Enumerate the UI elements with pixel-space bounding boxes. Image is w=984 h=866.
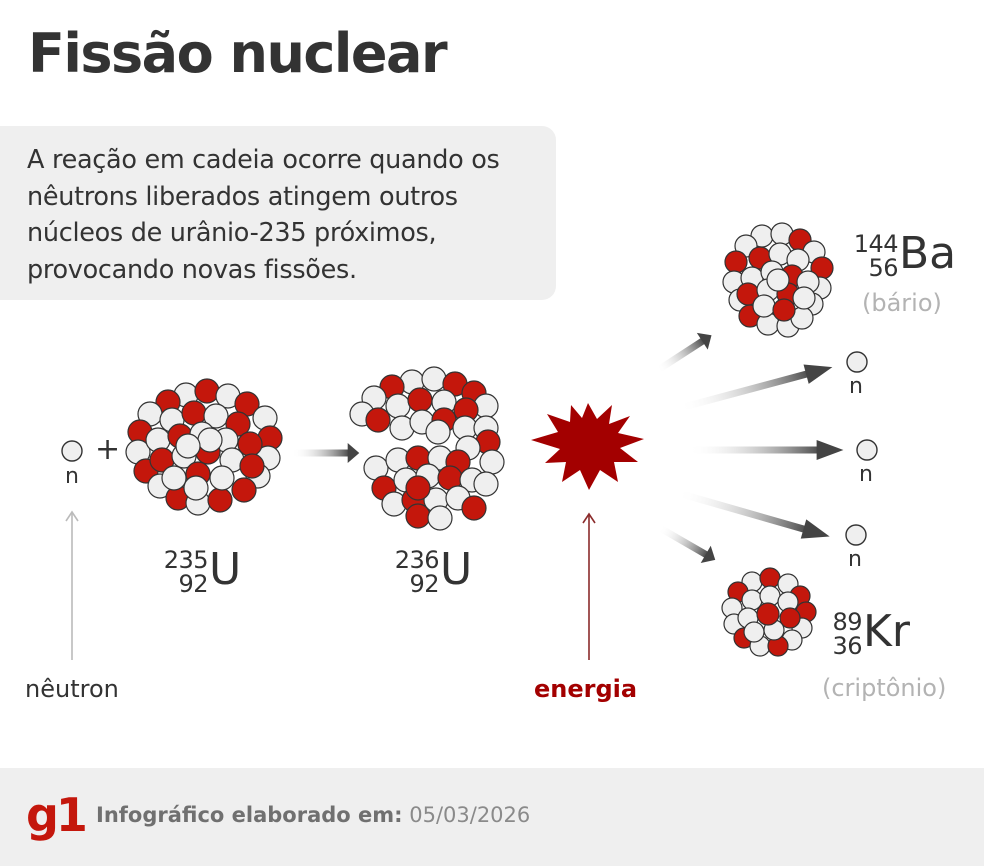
kr-symbol: Kr [863, 608, 910, 656]
barium-label: 14456 Ba [899, 230, 956, 278]
arrow-to-barium-icon [653, 327, 717, 379]
product-neutron-3-label: n [848, 547, 862, 572]
uranium-235-nucleus-icon [126, 379, 282, 515]
footer-credit: Infográfico elaborado em: 05/03/2026 [96, 803, 530, 827]
incoming-neutron-label: n [65, 464, 79, 489]
krypton-nucleus-icon [722, 568, 816, 656]
uranium-236-label: 23692 U [440, 546, 472, 594]
kr-atomic-number: 36 [832, 632, 862, 660]
ba-symbol: Ba [899, 230, 956, 278]
explosion-icon [531, 403, 644, 490]
uranium-236-nucleus-icon [350, 367, 504, 530]
footer-date: 05/03/2026 [409, 803, 530, 827]
product-neutron-2-icon [857, 440, 877, 460]
arrow-to-krypton-icon [655, 519, 720, 568]
neutron-pointer-arrow [66, 512, 78, 660]
barium-nucleus-icon [723, 223, 833, 337]
uranium-235-label: 23592 U [209, 546, 241, 594]
barium-name: (bário) [862, 289, 942, 317]
product-neutron-1-label: n [849, 374, 863, 399]
ba-atomic-number: 56 [868, 254, 898, 282]
product-neutron-1-icon [847, 352, 867, 372]
u236-atomic-number: 92 [409, 570, 439, 598]
product-neutron-3-icon [846, 525, 866, 545]
energy-pointer-arrow [583, 514, 595, 660]
u236-symbol: U [440, 546, 472, 594]
arrow-to-neutron-3-icon [675, 483, 832, 546]
g1-logo: g1 [26, 790, 85, 840]
u235-atomic-number: 92 [178, 570, 208, 598]
krypton-name: (criptônio) [822, 674, 946, 702]
product-neutron-2-label: n [859, 462, 873, 487]
footer-label: Infográfico elaborado em: [96, 803, 403, 827]
krypton-label: 8936 Kr [863, 608, 910, 656]
u235-symbol: U [209, 546, 241, 594]
incoming-neutron-icon [62, 441, 82, 461]
fission-diagram [0, 0, 984, 866]
arrow-to-u236-icon [292, 443, 359, 463]
footer: g1 Infográfico elaborado em: 05/03/2026 [0, 768, 984, 866]
energy-caption: energia [534, 675, 637, 703]
arrow-to-neutron-2-icon [688, 440, 843, 460]
arrow-to-neutron-1-icon [677, 358, 835, 418]
plus-sign: + [95, 432, 120, 467]
neutron-caption: nêutron [25, 675, 119, 703]
